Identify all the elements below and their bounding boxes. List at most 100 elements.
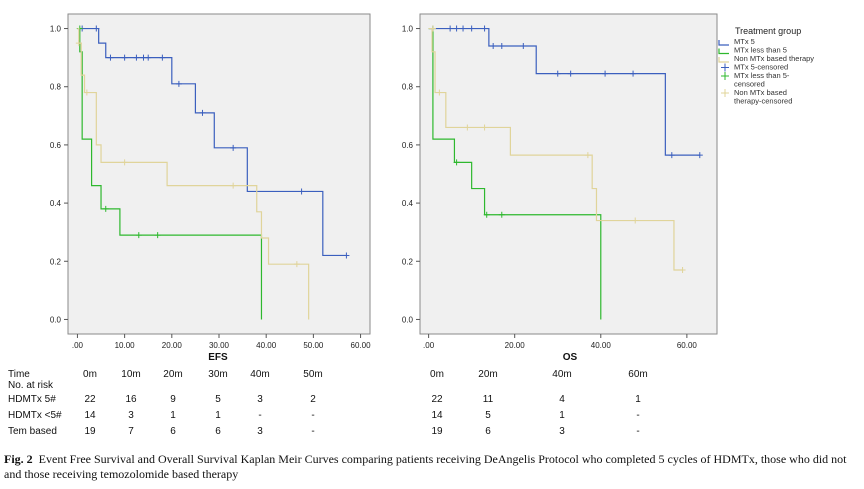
os-censor-mark-mtx-less-than-5 [498,211,505,218]
os-censor-mark-non-mtx-based-therapy [464,124,471,131]
efs-censor-mark-mtx-5 [199,109,206,116]
efs-y-tick-label: 0.2 [50,257,62,266]
os-censor-mark-non-mtx-based-therapy [679,267,686,273]
os-censor-mark-mtx-5 [567,70,574,77]
legend-swatch-line [718,48,729,55]
os-x-tick-label: .00 [423,341,435,350]
efs-y-tick-label: 0.0 [50,315,62,324]
os-y-tick-label: 0.2 [402,257,414,266]
risk-table-efs-cell: 5 [215,394,221,405]
efs-censor-mark-mtx-5 [133,54,140,61]
risk-table-efs-time: 50m [303,369,322,380]
efs-censor-mark-mtx-5 [230,144,237,151]
os-censor-mark-non-mtx-based-therapy [632,217,639,224]
efs-censor-mark-mtx-5 [298,188,305,195]
risk-table-time-label: Time [8,369,30,380]
risk-table-os-cell: 5 [485,410,491,421]
risk-table-os-cell: 6 [485,426,491,437]
risk-table-os-cell: 14 [431,410,443,421]
efs-censor-mark-mtx-5 [121,54,128,61]
risk-table-os-time: 0m [430,369,444,380]
risk-table-os-cell: 1 [635,394,641,405]
os-censor-mark-mtx-5 [602,70,609,77]
efs-x-tick-label: 40.00 [256,341,277,350]
legend-swatch-line [718,57,729,63]
os-censor-mark-mtx-5 [460,25,467,32]
os-x-tick-label: 60.00 [677,341,698,350]
risk-table-at-risk-label: No. at risk [8,380,54,391]
os-censor-mark-mtx-5 [481,25,488,32]
os-line-mtx-less-than-5 [428,27,602,320]
os-censor-mark-mtx-5 [554,70,561,77]
risk-table-os-cell: 19 [431,426,443,437]
risk-table-efs-cell: 7 [128,426,134,437]
os-censor-mark-non-mtx-based-therapy [429,25,436,32]
risk-table-efs-cell: 3 [128,410,134,421]
efs-x-tick-label: .00 [72,341,84,350]
os-x-axis-title: OS [563,352,578,363]
risk-table-os-cell: 11 [483,394,494,405]
risk-table-row-label: HDMTx 5# [8,394,56,405]
risk-table-os-cell: 1 [559,410,565,421]
efs-x-tick-label: 60.00 [351,341,372,350]
legend-item-label: MTx less than 5-censored [734,71,790,89]
risk-table-efs-cell: 1 [170,410,176,421]
efs-y-axis: 0.0 0.2 0.4 0.6 0.8 1.0 [50,25,68,324]
risk-table-os-cell: 22 [431,394,443,405]
risk-table-efs-cell: 3 [257,394,263,405]
risk-table-os-time: 40m [552,369,571,380]
efs-x-axis-title: EFS [208,352,228,363]
efs-censor-mark-mtx-5 [175,80,182,87]
efs-censor-mark-mtx-5 [343,252,350,259]
risk-table-efs-cell: 9 [170,394,176,405]
efs-censor-mark-mtx-less-than-5 [154,232,161,239]
efs-censor-mark-non-mtx-based-therapy [230,182,237,189]
risk-table-efs-cell: 14 [84,410,96,421]
risk-table-efs-cell: - [311,410,314,421]
legend-item-label: MTx 5-censored [734,63,788,72]
caption-text: Event Free Survival and Overall Survival… [4,452,847,481]
risk-table-efs-cell: 16 [125,394,137,405]
os-censor-mark-mtx-5 [490,43,497,49]
os-y-tick-label: 0.0 [402,315,414,324]
legend-title: Treatment group [735,26,801,36]
efs-censor-mark-mtx-5 [107,54,114,61]
os-x-tick-label: 40.00 [591,341,612,350]
legend-swatch-censor [721,89,729,97]
risk-table-efs-time: 0m [83,369,97,380]
efs-censor-mark-non-mtx-based-therapy [121,159,128,166]
os-censor-mark-mtx-5 [468,25,475,32]
risk-table-row-label: Tem based [8,426,57,437]
os-series [428,25,703,320]
efs-censor-mark-non-mtx-based-therapy [75,40,82,47]
risk-table-os-cell: 4 [559,394,565,405]
efs-censor-mark-mtx-5 [159,54,166,61]
risk-table-os-cell: - [636,410,639,421]
os-censor-mark-non-mtx-based-therapy [584,152,591,159]
efs-line-mtx-5 [77,27,347,257]
os-censor-mark-mtx-5 [520,43,527,49]
risk-table-efs-cell: 3 [257,426,263,437]
os-line-mtx-5 [428,27,700,156]
os-censor-mark-mtx-5 [630,70,637,77]
efs-y-tick-label: 0.8 [50,83,62,92]
os-y-tick-label: 0.4 [402,199,414,208]
os-censor-mark-mtx-less-than-5 [483,211,490,218]
efs-chart: 0.0 0.2 0.4 0.6 0.8 1.0 .00 10.00 20.00 30.00 40.… [50,13,372,363]
risk-table-row-label: HDMTx <5# [8,410,62,421]
risk-table-os-time: 60m [628,369,647,380]
efs-y-tick-label: 0.4 [50,199,62,208]
os-censor-mark-mtx-5 [668,152,675,159]
legend-item-label: Non MTx based therapy-censored [734,88,792,106]
risk-table-os-cell: - [636,426,639,437]
os-y-tick-label: 0.8 [402,83,414,92]
risk-table-efs-cell: - [311,426,314,437]
efs-censor-mark-mtx-less-than-5 [135,232,142,239]
efs-censor-mark-non-mtx-based-therapy [293,261,300,268]
legend-swatch-line [718,40,729,46]
os-censor-mark-mtx-less-than-5 [453,159,460,166]
efs-x-tick-label: 10.00 [115,341,136,350]
legend-swatch-censor [721,63,729,72]
